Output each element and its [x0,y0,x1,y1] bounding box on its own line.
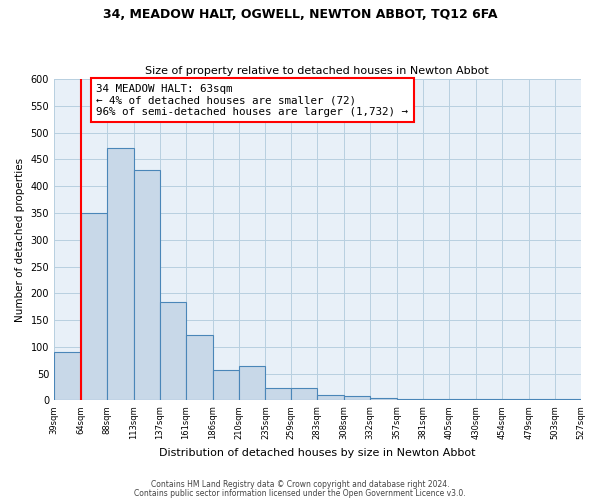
Text: 34 MEADOW HALT: 63sqm
← 4% of detached houses are smaller (72)
96% of semi-detac: 34 MEADOW HALT: 63sqm ← 4% of detached h… [96,84,408,117]
Bar [107,148,134,400]
Bar [54,352,81,401]
Bar [265,388,292,400]
Bar [239,366,265,400]
Bar [344,396,370,400]
Y-axis label: Number of detached properties: Number of detached properties [15,158,25,322]
Text: 34, MEADOW HALT, OGWELL, NEWTON ABBOT, TQ12 6FA: 34, MEADOW HALT, OGWELL, NEWTON ABBOT, T… [103,8,497,20]
Bar [185,335,212,400]
Bar [292,388,317,400]
Bar [134,170,160,400]
Text: Contains public sector information licensed under the Open Government Licence v3: Contains public sector information licen… [134,488,466,498]
Bar [81,213,107,400]
Bar [212,370,239,400]
Title: Size of property relative to detached houses in Newton Abbot: Size of property relative to detached ho… [145,66,489,76]
Bar [370,398,397,400]
X-axis label: Distribution of detached houses by size in Newton Abbot: Distribution of detached houses by size … [159,448,476,458]
Bar [317,394,344,400]
Bar [160,302,185,400]
Text: Contains HM Land Registry data © Crown copyright and database right 2024.: Contains HM Land Registry data © Crown c… [151,480,449,489]
